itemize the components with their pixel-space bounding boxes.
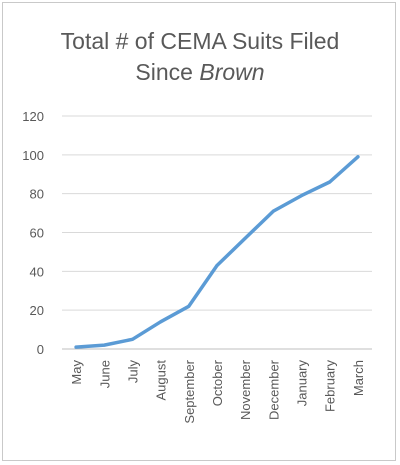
data-point — [356, 155, 360, 159]
x-axis-ticks: May June July August September October Novembe… — [69, 359, 366, 423]
series-line — [74, 155, 360, 349]
data-point — [243, 236, 247, 240]
data-point — [271, 209, 275, 213]
data-point — [102, 343, 106, 347]
x-tick-label: March — [351, 360, 366, 396]
x-tick-label: February — [323, 360, 338, 413]
y-tick-label: 60 — [30, 226, 44, 241]
chart-title-prefix: Since — [135, 59, 200, 85]
data-point — [215, 264, 219, 268]
y-tick-label: 120 — [22, 109, 44, 124]
y-tick-label: 40 — [30, 264, 44, 279]
chart-title-line-1: Total # of CEMA Suits Filed — [60, 28, 340, 54]
y-axis-ticks: 0 20 40 60 80 100 120 — [22, 109, 44, 357]
data-point — [328, 180, 332, 184]
x-tick-label: October — [210, 359, 225, 406]
data-point — [300, 194, 304, 198]
x-tick-label: December — [266, 359, 281, 420]
x-tick-label: November — [238, 359, 253, 420]
data-point — [159, 320, 163, 324]
x-tick-label: May — [69, 360, 84, 385]
chart-title-line-2: Since Brown — [0, 57, 400, 88]
x-tick-label: August — [154, 360, 169, 401]
y-tick-label: 80 — [30, 187, 44, 202]
data-point — [130, 337, 134, 341]
data-point — [187, 304, 191, 308]
x-tick-label: July — [125, 360, 140, 384]
chart-title-italic: Brown — [199, 59, 265, 85]
series-group — [74, 155, 360, 349]
x-tick-label: September — [182, 359, 197, 423]
gridlines — [62, 115, 372, 311]
data-point — [74, 345, 78, 349]
y-tick-label: 100 — [22, 148, 44, 163]
x-tick-label: June — [97, 360, 112, 388]
chart-title: Total # of CEMA Suits Filed Since Brown — [0, 26, 400, 88]
x-tick-label: January — [295, 360, 310, 407]
y-tick-label: 0 — [37, 342, 44, 357]
y-tick-label: 20 — [30, 303, 44, 318]
chart-frame — [2, 2, 396, 461]
